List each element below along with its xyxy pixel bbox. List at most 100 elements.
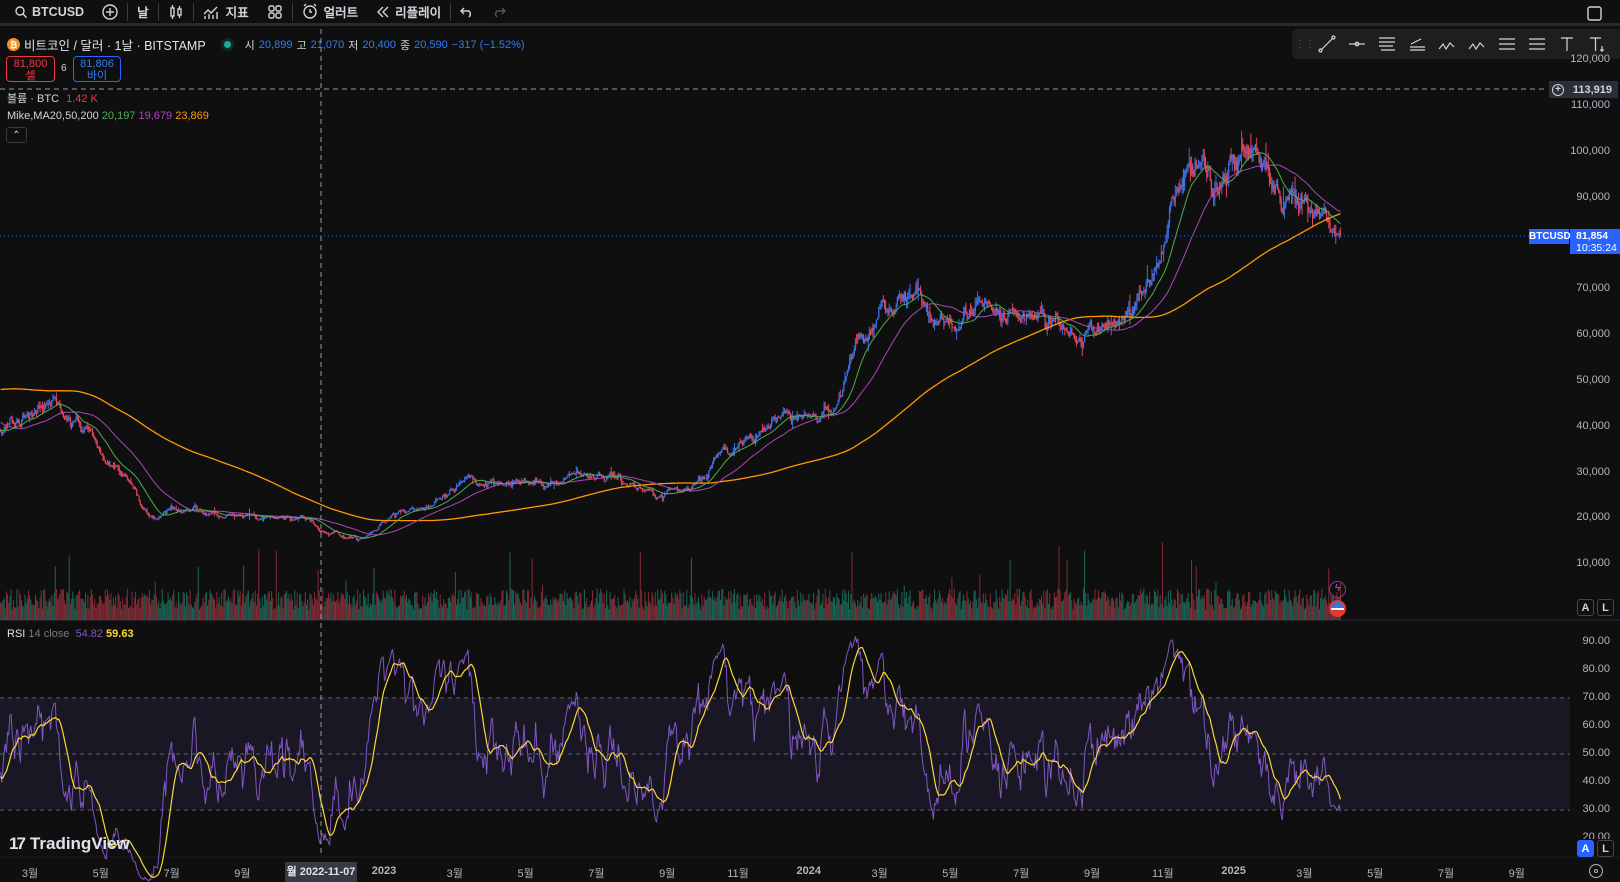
volume-bar (1202, 598, 1204, 620)
volume-bar (355, 600, 357, 620)
volume-bar (550, 599, 552, 620)
candle-body (222, 517, 224, 519)
volume-bar (900, 604, 902, 620)
volume-bar (411, 605, 413, 620)
parallel-channel-tool[interactable] (1372, 29, 1402, 59)
volume-bar (193, 608, 195, 620)
candle-body (1195, 160, 1197, 168)
volume-bar (547, 604, 549, 620)
candle-body (14, 423, 16, 428)
volume-bar (243, 565, 245, 620)
volume-bar (763, 605, 765, 620)
volume-bar (23, 606, 25, 620)
volume-bar (1027, 599, 1029, 620)
volume-bar (847, 590, 849, 620)
candle-body (890, 308, 893, 311)
auto-scale-button[interactable]: A (1577, 599, 1594, 616)
candle-body (1035, 315, 1037, 319)
plus-circle-icon (102, 3, 118, 20)
ma-legend[interactable]: Mike,MA20,50,200 20,197 19,679 23,869 (7, 110, 209, 122)
candle-body (442, 496, 444, 499)
buy-button[interactable]: 81,806 바이 (73, 56, 121, 82)
volume-bar (1053, 592, 1055, 620)
candle-body (1139, 290, 1142, 292)
candle-body (97, 446, 99, 449)
add-alert-icon[interactable]: + (1552, 83, 1564, 96)
alert-button[interactable]: 얼러트 (293, 0, 368, 25)
symbol-title[interactable]: 비트코인 / 달러 · 1날 · BITSTAMP (24, 39, 206, 53)
chart-type-button[interactable] (159, 0, 193, 25)
candle-body (575, 471, 578, 474)
collapse-legend-button[interactable]: ⌃ (6, 127, 27, 143)
lightning-event-icon[interactable]: ϟ (1329, 581, 1346, 598)
elliott-wave-tool[interactable] (1462, 29, 1492, 59)
sell-button[interactable]: 81,800 셀 (6, 56, 55, 82)
volume-bar (828, 597, 830, 620)
candle-body (264, 518, 266, 520)
volume-bar (1131, 593, 1133, 620)
settings-icon[interactable] (1589, 864, 1603, 878)
volume-bar (1103, 591, 1105, 620)
candle-body (1137, 298, 1139, 301)
candle-body (1241, 143, 1243, 157)
chart-canvas[interactable] (0, 29, 1620, 882)
tradingview-logo[interactable]: 17 TradingView (9, 834, 130, 854)
rsi-auto-scale-button[interactable]: A (1577, 840, 1594, 857)
candle-body (101, 454, 103, 456)
trendline-tool[interactable] (1312, 29, 1342, 59)
volume-bar (1073, 598, 1075, 620)
volume-bar (1307, 599, 1309, 620)
redo-button[interactable] (483, 0, 515, 25)
fullscreen-button[interactable] (1578, 0, 1611, 26)
volume-bar (1177, 589, 1179, 620)
symbol-search-button[interactable]: BTCUSD (6, 0, 93, 25)
volume-bar (1168, 603, 1170, 620)
volume-bar (1160, 603, 1162, 620)
text-tool[interactable] (1552, 29, 1582, 59)
candle-body (545, 486, 547, 488)
interval-button[interactable]: 날 (128, 0, 158, 25)
candle-body (644, 490, 646, 492)
candle-body (1317, 208, 1320, 214)
candle-body (473, 478, 475, 480)
log-scale-button[interactable]: L (1597, 599, 1614, 616)
drag-handle[interactable]: ⋮⋮ (1295, 38, 1315, 50)
candle-body (151, 515, 153, 517)
candle-body (43, 405, 45, 412)
volume-bar (671, 592, 673, 620)
volume-legend[interactable]: 볼륨 · BTC 1.42 K (7, 90, 98, 106)
compare-button[interactable] (93, 0, 127, 25)
candle-body (839, 394, 842, 396)
layouts-button[interactable] (258, 0, 292, 25)
volume-bar (315, 597, 317, 620)
volume-bar (144, 594, 146, 620)
volume-bar (472, 608, 474, 620)
volume-bar (1078, 597, 1080, 620)
volume-bar (254, 590, 256, 620)
volume-bar (631, 599, 633, 620)
volume-bar (165, 604, 167, 620)
pattern-tool[interactable] (1432, 29, 1462, 59)
replay-button[interactable]: 리플레이 (367, 0, 450, 25)
candle-body (168, 508, 170, 510)
candle-body (68, 417, 70, 419)
horizontal-ray-tool[interactable] (1342, 29, 1372, 59)
volume-bar (1041, 595, 1043, 620)
price-tick-label: 90,000 (1576, 190, 1610, 203)
indicators-button[interactable]: 지표 (194, 0, 258, 25)
volume-bar (1156, 596, 1158, 620)
rsi-legend[interactable]: RSI 14 close 54.82 59.63 (7, 628, 134, 640)
forecast-tool[interactable] (1492, 29, 1522, 59)
us-flag-event-icon[interactable] (1329, 600, 1346, 617)
candle-body (217, 515, 219, 518)
candle-body (1138, 290, 1140, 301)
undo-button[interactable] (451, 0, 483, 25)
anchored-text-tool[interactable] (1582, 29, 1612, 59)
fib-tool[interactable] (1402, 29, 1432, 59)
volume-bar (283, 594, 285, 620)
volume-bar (289, 600, 291, 620)
position-tool[interactable] (1522, 29, 1552, 59)
volume-bar (870, 599, 872, 620)
rsi-log-scale-button[interactable]: L (1597, 840, 1614, 857)
volume-bar (674, 592, 676, 620)
